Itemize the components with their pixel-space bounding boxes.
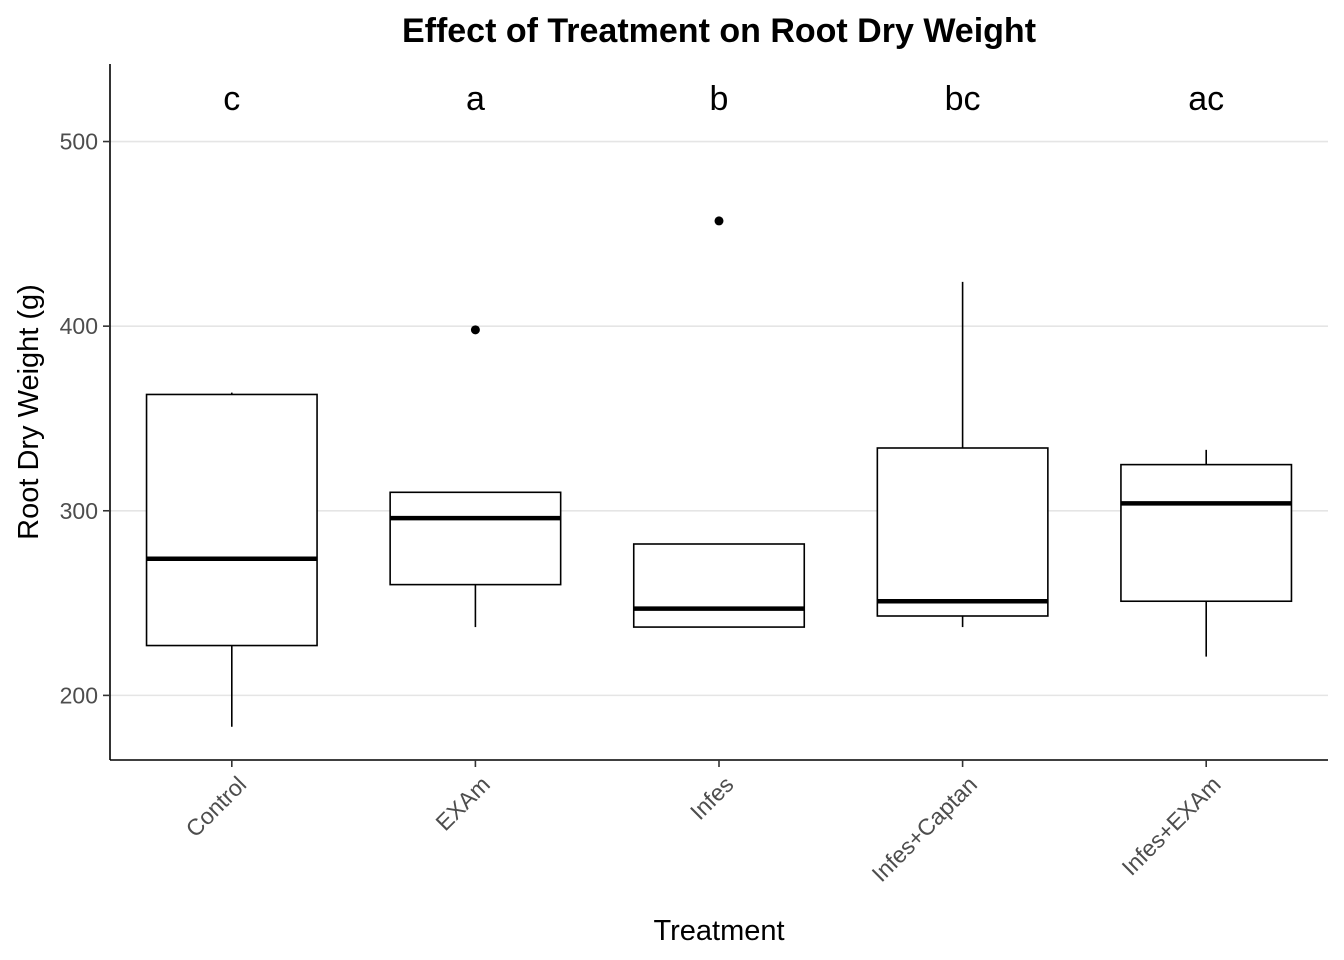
x-tick-label-exam: EXAm <box>430 771 494 835</box>
box-rect-control <box>145 393 318 647</box>
y-tick-label-200: 200 <box>60 682 98 708</box>
box-infes-captan <box>876 281 1049 628</box>
significance-letter-infes: b <box>710 80 729 118</box>
x-tick-label-infes-exam: Infes+EXAm <box>1116 771 1225 880</box>
box-exam <box>389 325 562 628</box>
y-tick-label-400: 400 <box>60 313 98 339</box>
y-axis-ticks: 200 300 400 500 <box>60 129 110 708</box>
box-rect-infes <box>632 543 806 628</box>
x-axis-ticks: Control EXAm Infes Infes+Captan Infes+EXAm <box>181 760 1226 887</box>
x-tick-label-infes-captan: Infes+Captan <box>867 771 983 887</box>
significance-letter-infes-captan: bc <box>945 80 981 118</box>
box-infes <box>632 216 806 628</box>
x-tick-label-infes: Infes <box>685 771 739 825</box>
y-tick-label-300: 300 <box>60 498 98 524</box>
box-rect-exam <box>389 491 562 586</box>
y-tick-label-500: 500 <box>60 129 98 155</box>
box-rect-infes-exam <box>1120 463 1293 603</box>
outlier-point-infes-0 <box>714 216 724 226</box>
x-tick-label-control: Control <box>181 771 252 842</box>
box-control <box>145 392 318 727</box>
boxes <box>145 216 1293 727</box>
x-axis-title: Treatment <box>653 915 784 947</box>
y-axis-title: Root Dry Weight (g) <box>13 284 45 540</box>
box-infes-exam <box>1120 449 1293 657</box>
significance-letters: c a b bc ac <box>223 80 1224 118</box>
box-rect-infes-captan <box>876 447 1049 617</box>
outlier-point-exam-0 <box>470 325 480 335</box>
chart-title: Effect of Treatment on Root Dry Weight <box>402 12 1036 50</box>
significance-letter-exam: a <box>466 80 485 118</box>
significance-letter-infes-exam: ac <box>1188 80 1224 118</box>
significance-letter-control: c <box>223 80 240 118</box>
